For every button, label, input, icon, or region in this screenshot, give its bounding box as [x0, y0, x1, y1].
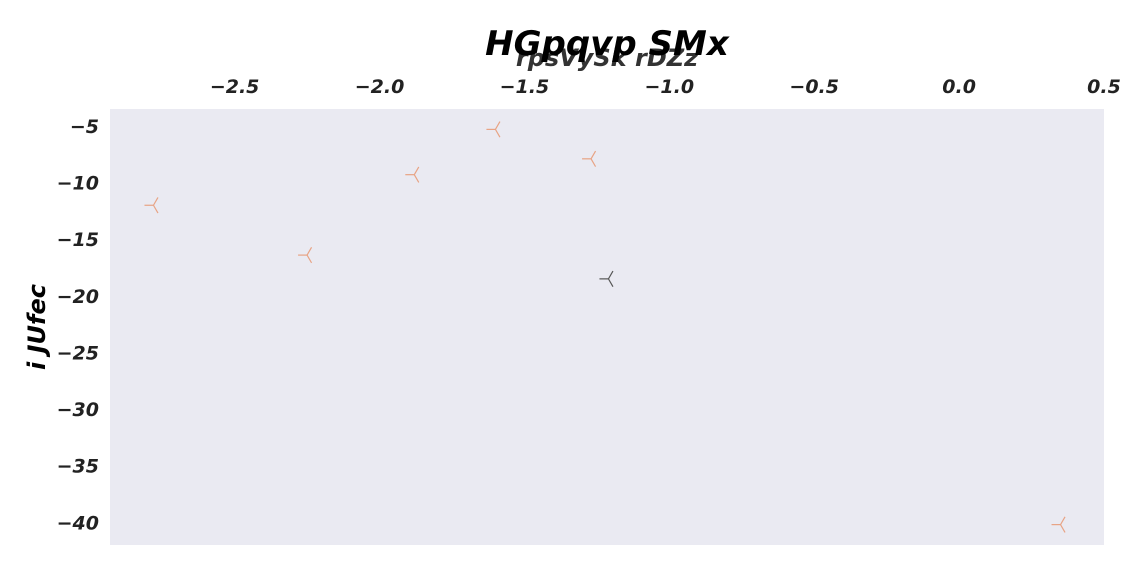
data-point	[405, 166, 420, 183]
data-point	[582, 150, 597, 167]
chart-title: HGpqvp SMx	[485, 24, 730, 64]
y-tick-label: −35	[57, 456, 99, 478]
y-tick-label: −20	[57, 286, 99, 308]
x-tick-label: −0.5	[789, 76, 839, 98]
x-tick-label: −1.0	[645, 76, 695, 98]
x-tick-label: −2.0	[355, 76, 405, 98]
y-tick-label: −25	[57, 342, 99, 364]
x-tick-label: −1.5	[500, 76, 550, 98]
x-axis-label: rpsVySk rDZz	[516, 44, 699, 72]
y-tick-label: −40	[57, 512, 99, 534]
x-axis: −2.5 −2.0 −1.5 −1.0 −0.5 0.0 0.5	[210, 76, 1121, 98]
y-tick-label: −10	[57, 173, 99, 195]
plot-area	[110, 109, 1104, 545]
data-point	[599, 270, 614, 287]
data-point	[144, 197, 159, 214]
y-tick-label: −5	[70, 116, 99, 138]
x-tick-label: 0.0	[942, 76, 976, 98]
x-tick-label: 0.5	[1087, 76, 1121, 98]
x-tick-label: −2.5	[210, 76, 260, 98]
y-axis-label: i JUfec	[23, 284, 51, 370]
data-point	[1051, 516, 1066, 533]
data-point	[298, 246, 313, 264]
y-tick-label: −15	[57, 229, 99, 251]
y-axis: −5 −10 −15 −20 −25 −30 −35 −40	[57, 116, 99, 534]
data-points	[144, 121, 1066, 533]
y-tick-label: −30	[57, 399, 99, 421]
data-point	[486, 121, 501, 138]
